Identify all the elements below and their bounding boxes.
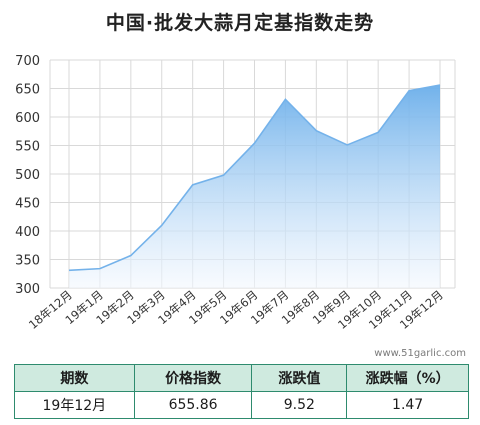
y-tick-label: 450	[15, 197, 40, 212]
y-axis: 300 350 400 450 500 550 600 650 700	[15, 54, 40, 297]
header-change-value: 涨跌值	[251, 364, 348, 392]
cell-change-percent: 1.47	[346, 391, 469, 419]
area-series	[68, 84, 441, 288]
area-fill	[69, 85, 440, 288]
cell-price-index: 655.86	[133, 391, 253, 419]
y-tick-label: 300	[15, 282, 40, 297]
y-tick-label: 600	[15, 111, 40, 126]
header-price-index: 价格指数	[133, 364, 253, 392]
y-tick-label: 400	[15, 225, 40, 240]
summary-table: 期数 价格指数 涨跌值 涨跌幅（%） 19年12月 655.86 9.52 1.…	[14, 364, 469, 419]
table-header-row: 期数 价格指数 涨跌值 涨跌幅（%）	[14, 364, 469, 392]
y-tick-label: 700	[15, 54, 40, 69]
table-row: 19年12月 655.86 9.52 1.47	[14, 391, 469, 419]
cell-period: 19年12月	[14, 391, 135, 419]
y-tick-label: 650	[15, 83, 40, 98]
chart-title: 中国·批发大蒜月定基指数走势	[105, 12, 375, 34]
header-change-percent: 涨跌幅（%）	[346, 364, 469, 392]
chart-area: 300 350 400 450 500 550 600 650 700 18年12月19年1月1…	[15, 54, 456, 332]
x-axis: 18年12月19年1月19年2月19年3月19年4月19年5月19年6月19年7…	[26, 288, 446, 332]
watermark: www.51garlic.com	[374, 348, 466, 359]
header-period: 期数	[14, 364, 135, 392]
cell-change-value: 9.52	[251, 391, 348, 419]
y-tick-label: 350	[15, 254, 40, 269]
y-tick-label: 550	[15, 140, 40, 155]
y-tick-label: 500	[15, 168, 40, 183]
